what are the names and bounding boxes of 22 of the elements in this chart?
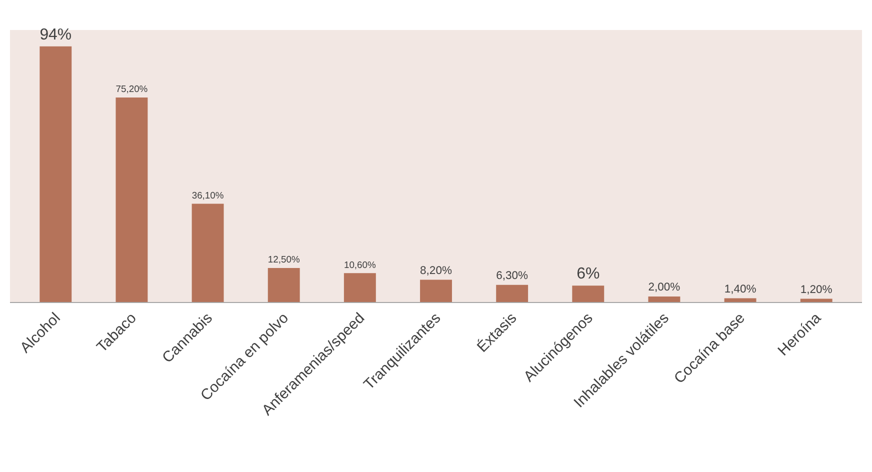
bar [420,280,452,302]
data-label: 94% [40,26,72,44]
data-label: 6,30% [496,270,528,282]
data-label: 6% [576,266,600,283]
data-label: 36,10% [192,189,224,200]
bar [192,204,224,302]
data-label: 1,20% [800,284,832,296]
bar [344,273,376,302]
data-label: 8,20% [420,264,452,277]
data-label: 75,20% [116,83,148,94]
bar [496,284,528,302]
bar [40,46,72,302]
bar [116,97,148,302]
bar [724,298,756,302]
data-label: 1,40% [724,283,756,296]
data-label: 12,50% [268,254,300,265]
bar [800,298,832,302]
bar [268,268,300,302]
data-label: 10,60% [344,258,377,270]
bar [648,296,680,302]
data-label: 2,00% [648,282,680,294]
bar [572,286,604,302]
